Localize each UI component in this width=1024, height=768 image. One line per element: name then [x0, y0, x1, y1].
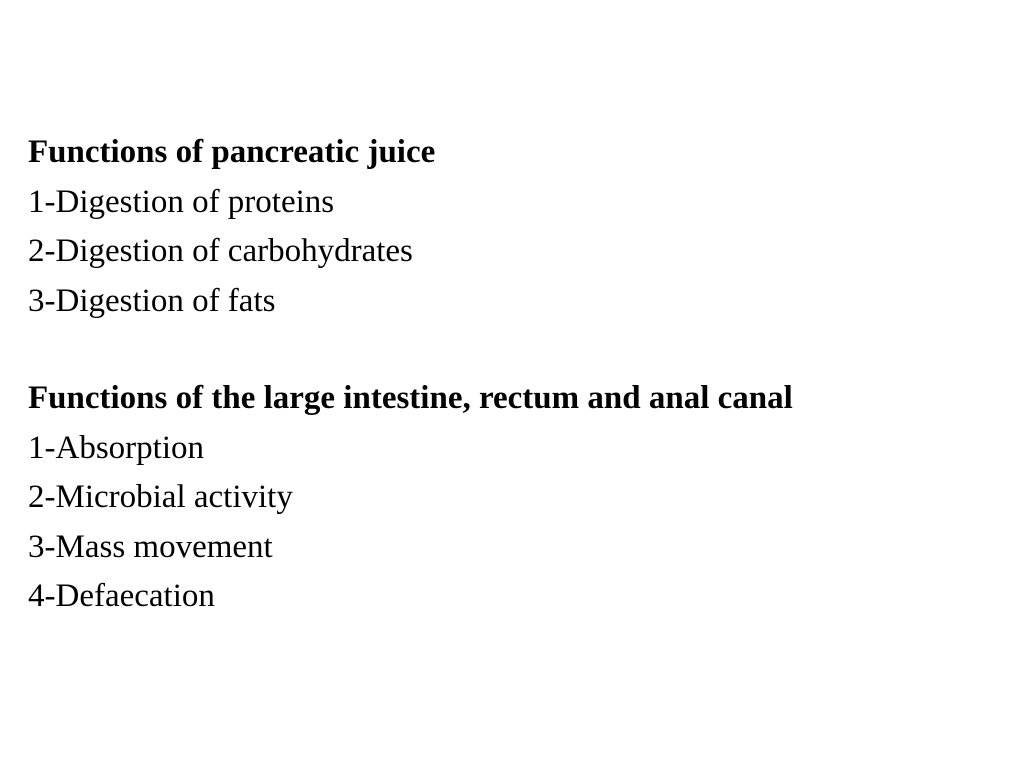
list-item: 1-Absorption: [28, 424, 996, 474]
section-heading: Functions of pancreatic juice: [28, 128, 996, 178]
slide-body: Functions of pancreatic juice 1-Digestio…: [0, 0, 1024, 768]
section-gap: [28, 326, 996, 374]
list-item: 2-Digestion of carbohydrates: [28, 227, 996, 277]
list-item: 2-Microbial activity: [28, 473, 996, 523]
list-item: 3-Digestion of fats: [28, 277, 996, 327]
list-item: 4-Defaecation: [28, 572, 996, 622]
list-item: 1-Digestion of proteins: [28, 178, 996, 228]
section-heading: Functions of the large intestine, rectum…: [28, 374, 996, 424]
list-item: 3-Mass movement: [28, 523, 996, 573]
